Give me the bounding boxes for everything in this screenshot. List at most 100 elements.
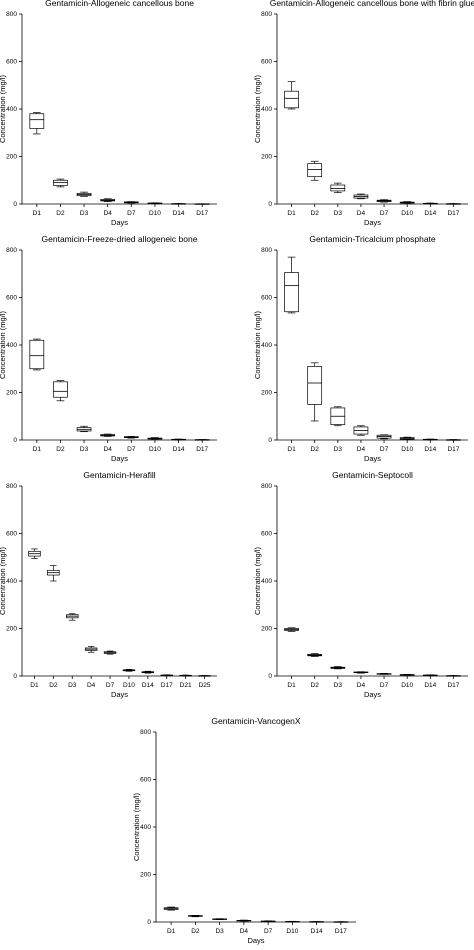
y-tick-label: 800 bbox=[261, 483, 272, 490]
x-axis-title: Days bbox=[364, 454, 381, 463]
box-d25 bbox=[198, 675, 211, 677]
y-axis-title: Concentration (mg/l) bbox=[253, 311, 262, 379]
x-tick-label: D14 bbox=[311, 928, 323, 935]
box-d7 bbox=[123, 436, 139, 439]
box-d10 bbox=[122, 668, 136, 672]
box-iqr bbox=[53, 381, 68, 398]
x-tick-label: D10 bbox=[149, 446, 161, 453]
x-axis-title: Days bbox=[364, 218, 381, 227]
box-d17 bbox=[194, 203, 210, 205]
box-d10 bbox=[285, 920, 300, 923]
x-tick-label: D10 bbox=[401, 682, 413, 689]
box-d4 bbox=[236, 919, 252, 922]
box-d2 bbox=[47, 565, 60, 582]
y-tick-label: 600 bbox=[261, 59, 272, 66]
x-tick-label: D25 bbox=[199, 682, 211, 689]
y-tick-label: 600 bbox=[140, 777, 151, 784]
box-d1 bbox=[163, 906, 179, 911]
y-tick-label: 0 bbox=[13, 673, 17, 680]
x-tick-label: D7 bbox=[127, 210, 136, 217]
box-d2 bbox=[53, 178, 68, 188]
box-d10 bbox=[399, 673, 415, 676]
x-tick-label: D10 bbox=[149, 210, 161, 217]
x-tick-label: D14 bbox=[173, 446, 185, 453]
x-tick-label: D1 bbox=[167, 928, 176, 935]
x-tick-label: D17 bbox=[447, 446, 459, 453]
x-axis-title: Days bbox=[247, 936, 264, 945]
box-d14 bbox=[141, 670, 155, 674]
box-d17 bbox=[446, 203, 461, 205]
box-iqr bbox=[29, 339, 45, 370]
x-tick-label: D1 bbox=[30, 682, 39, 689]
y-axis-title: Concentration (mg/l) bbox=[0, 547, 7, 615]
box-d2 bbox=[188, 914, 203, 918]
y-tick-label: 0 bbox=[268, 437, 272, 444]
box-d2 bbox=[307, 160, 323, 181]
box-d3 bbox=[76, 425, 92, 433]
y-tick-label: 400 bbox=[261, 578, 272, 585]
chart-panel-6: Gentamicin-Septocoll 0 200 400 600 800 Concent… bbox=[253, 470, 468, 699]
box-d17 bbox=[160, 674, 173, 677]
box-d3 bbox=[330, 666, 346, 670]
box-d14 bbox=[171, 438, 186, 441]
box-d1 bbox=[29, 112, 45, 135]
box-d17 bbox=[446, 675, 461, 677]
x-tick-label: D3 bbox=[68, 682, 77, 689]
box-d10 bbox=[399, 436, 415, 440]
y-tick-label: 600 bbox=[261, 531, 272, 538]
x-tick-label: D4 bbox=[104, 446, 113, 453]
box-d7 bbox=[376, 434, 392, 440]
x-tick-label: D4 bbox=[104, 210, 113, 217]
y-tick-label: 800 bbox=[261, 247, 272, 254]
box-d3 bbox=[66, 613, 79, 621]
x-tick-label: D3 bbox=[334, 682, 343, 689]
y-tick-label: 600 bbox=[261, 295, 272, 302]
y-tick-label: 0 bbox=[268, 673, 272, 680]
box-d17 bbox=[333, 921, 349, 923]
x-tick-label: D21 bbox=[180, 682, 192, 689]
y-tick-label: 600 bbox=[6, 295, 17, 302]
panel-title: Gentamicin-Freeze-dried allogeneic bone bbox=[42, 234, 198, 244]
box-iqr bbox=[307, 366, 323, 405]
box-d21 bbox=[179, 674, 192, 677]
x-tick-label: D17 bbox=[335, 928, 347, 935]
x-tick-label: D10 bbox=[401, 446, 413, 453]
x-tick-label: D4 bbox=[87, 682, 96, 689]
y-axis-title: Concentration (mg/l) bbox=[0, 311, 7, 379]
x-tick-label: D4 bbox=[357, 682, 366, 689]
x-tick-label: D3 bbox=[334, 210, 343, 217]
y-tick-label: 800 bbox=[6, 11, 17, 18]
y-tick-label: 600 bbox=[6, 59, 17, 66]
x-tick-label: D17 bbox=[447, 210, 459, 217]
box-d10 bbox=[147, 437, 163, 440]
box-d3 bbox=[76, 191, 92, 197]
x-tick-label: D2 bbox=[49, 682, 58, 689]
panel-title: Gentamicin-Septocoll bbox=[332, 470, 413, 480]
box-iqr bbox=[284, 272, 299, 313]
box-d2 bbox=[307, 362, 323, 422]
y-tick-label: 200 bbox=[140, 872, 151, 879]
x-tick-label: D2 bbox=[56, 210, 65, 217]
box-d14 bbox=[422, 202, 438, 205]
box-d7 bbox=[103, 650, 117, 655]
y-tick-label: 200 bbox=[261, 390, 272, 397]
y-tick-label: 200 bbox=[6, 390, 17, 397]
x-tick-label: D1 bbox=[33, 446, 42, 453]
box-iqr bbox=[29, 113, 45, 129]
box-d10 bbox=[399, 201, 415, 204]
x-tick-label: D7 bbox=[127, 446, 136, 453]
panel-title: Gentamicin-Allogeneic cancellous bone bbox=[45, 0, 194, 8]
x-tick-label: D3 bbox=[215, 928, 224, 935]
box-iqr bbox=[307, 163, 323, 178]
chart-panel-1: Gentamicin-Allogeneic cancellous bone 0 20… bbox=[0, 0, 217, 227]
box-d1 bbox=[28, 548, 41, 559]
x-tick-label: D17 bbox=[447, 682, 459, 689]
panel-title: Gentamicin-Herafill bbox=[83, 470, 155, 480]
y-tick-label: 800 bbox=[6, 483, 17, 490]
chart-panel-3: Gentamicin-Freeze-dried allogeneic bone 0… bbox=[0, 234, 217, 463]
box-d17 bbox=[446, 439, 461, 441]
box-d10 bbox=[147, 202, 163, 205]
x-tick-label: D10 bbox=[286, 928, 298, 935]
box-d4 bbox=[100, 433, 116, 437]
box-d4 bbox=[353, 425, 369, 436]
